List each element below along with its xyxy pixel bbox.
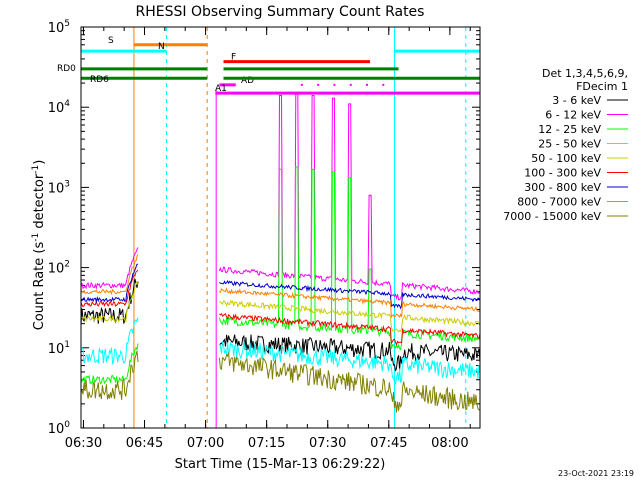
flag-dot-ad xyxy=(333,83,336,86)
flag-label-a1: A1 xyxy=(215,84,227,94)
series-line-3-6-kev-post xyxy=(219,334,481,372)
x-tick-label: 07:00 xyxy=(187,436,224,451)
flag-dot-ad xyxy=(317,83,320,86)
y-tick-label: 100 xyxy=(48,420,71,437)
series-line-6-12-kev-post xyxy=(218,92,481,301)
y-tick-labels: 100 101 102 103 104 105 xyxy=(48,19,71,437)
y-tick-label: 104 xyxy=(48,99,71,116)
x-tick-label: 06:45 xyxy=(126,436,163,451)
chart-title: RHESSI Observing Summary Count Rates xyxy=(136,4,425,20)
flag-label-n: N xyxy=(158,42,165,52)
legend-label: 25 - 50 keV xyxy=(538,138,601,151)
series-line-800-7000-kev-pre xyxy=(80,254,139,296)
series-line-3-6-kev-pre xyxy=(80,278,139,325)
legend-label: 7000 - 15000 keV xyxy=(503,210,601,223)
series-line-100-300-kev-pre xyxy=(80,269,139,308)
series-line-800-7000-kev-post xyxy=(219,287,481,319)
flag-label-rd6: RD6 xyxy=(90,75,109,85)
x-tick-labels: 06:30 06:45 07:00 07:15 07:30 07:45 08:00 xyxy=(65,436,469,451)
y-tick-label: 102 xyxy=(48,260,70,277)
series-line-7000-15000-kev-post xyxy=(218,352,481,413)
legend-label: 3 - 6 keV xyxy=(552,94,601,107)
series-line-6-12-kev-pre xyxy=(80,247,139,291)
date-stamp: 23-Oct-2021 23:19 xyxy=(558,469,634,478)
series-line-25-50-kev-pre xyxy=(80,317,139,366)
legend-label: 800 - 7000 keV xyxy=(517,196,601,209)
y-tick-label: 105 xyxy=(48,19,70,36)
x-tick-label: 07:45 xyxy=(370,436,407,451)
legend-label: 100 - 300 keV xyxy=(524,167,601,180)
plot-frame xyxy=(80,26,481,429)
y-tick-label: 101 xyxy=(48,340,70,357)
y-tick-label: 103 xyxy=(48,179,70,196)
flag-label-s: S xyxy=(108,36,114,46)
legend-label: 50 - 100 keV xyxy=(531,152,601,165)
flag-dot-ad xyxy=(300,83,303,86)
y-axis-label: Count Rate (s-1 detector-1) xyxy=(31,160,47,331)
series-line-12-25-kev-post xyxy=(218,166,481,351)
legend-label: 300 - 800 keV xyxy=(524,181,601,194)
x-tick-label: 06:30 xyxy=(65,436,102,451)
series-line-100-300-kev-post xyxy=(219,312,481,347)
plot-marks: S N F RD0 RD6 AD A1 xyxy=(57,27,481,429)
series-line-7000-15000-kev-pre xyxy=(80,350,139,400)
series-line-300-800-kev-post xyxy=(219,280,481,310)
x-tick-label: 08:00 xyxy=(431,436,468,451)
legend-label: 12 - 25 keV xyxy=(538,123,601,136)
series-line-12-25-kev-pre xyxy=(80,343,139,385)
x-tick-label: 07:30 xyxy=(309,436,346,451)
series-line-50-100-kev-pre xyxy=(80,280,139,323)
legend: Det 1,3,4,5,6,9,FDecim 13 - 6 keV 6 - 12 … xyxy=(503,67,628,223)
flag-label-rd0: RD0 xyxy=(57,64,76,74)
flag-dot-ad xyxy=(366,83,368,86)
flag-dot-ad xyxy=(349,83,352,86)
series-line-50-100-kev-post xyxy=(219,299,481,333)
x-tick-label: 07:15 xyxy=(248,436,285,451)
x-axis-label: Start Time (15-Mar-13 06:29:22) xyxy=(175,457,386,472)
flag-label-f: F xyxy=(231,53,236,63)
flag-dot-ad xyxy=(382,83,385,86)
legend-header-line: FDecim 1 xyxy=(576,80,628,93)
legend-header-line: Det 1,3,4,5,6,9, xyxy=(542,67,628,80)
flag-label-ad: AD xyxy=(241,76,254,86)
series-line-25-50-kev-post xyxy=(218,341,481,386)
series-line-300-800-kev-pre xyxy=(80,263,139,304)
legend-label: 6 - 12 keV xyxy=(545,109,601,122)
